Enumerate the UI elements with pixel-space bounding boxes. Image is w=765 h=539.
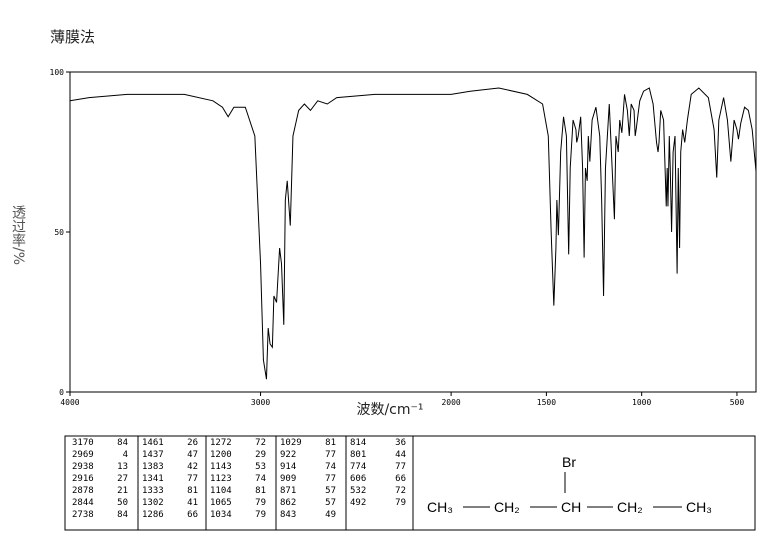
peak-wavenumber: 801 bbox=[350, 450, 366, 460]
peak-wavenumber: 1272 bbox=[210, 438, 232, 448]
peak-transmittance: 29 bbox=[255, 450, 266, 460]
x-tick-label: 1000 bbox=[632, 398, 651, 407]
peak-transmittance: 44 bbox=[395, 450, 406, 460]
peak-transmittance: 66 bbox=[187, 510, 198, 520]
peak-wavenumber: 2969 bbox=[72, 450, 94, 460]
peak-transmittance: 41 bbox=[187, 498, 198, 508]
peak-wavenumber: 1341 bbox=[142, 474, 164, 484]
peak-transmittance: 50 bbox=[117, 498, 128, 508]
peak-wavenumber: 492 bbox=[350, 498, 366, 508]
peak-wavenumber: 1383 bbox=[142, 462, 164, 472]
substituent: Br bbox=[562, 454, 576, 470]
table-frame bbox=[64, 435, 756, 531]
peak-transmittance: 57 bbox=[325, 486, 336, 496]
peak-wavenumber: 2916 bbox=[72, 474, 94, 484]
peak-transmittance: 66 bbox=[395, 474, 406, 484]
y-tick-label: 50 bbox=[54, 228, 64, 237]
x-tick-label: 500 bbox=[730, 398, 745, 407]
x-tick-label: 2000 bbox=[441, 398, 460, 407]
peak-wavenumber: 922 bbox=[280, 450, 296, 460]
peak-transmittance: 77 bbox=[325, 474, 336, 484]
x-tick-label: 4000 bbox=[60, 398, 79, 407]
peak-wavenumber: 1065 bbox=[210, 498, 232, 508]
peak-transmittance: 36 bbox=[395, 438, 406, 448]
group: CH₃ bbox=[686, 499, 712, 515]
peak-wavenumber: 814 bbox=[350, 438, 366, 448]
peak-wavenumber: 914 bbox=[280, 462, 296, 472]
peak-wavenumber: 909 bbox=[280, 474, 296, 484]
peak-wavenumber: 2844 bbox=[72, 498, 94, 508]
peak-wavenumber: 1034 bbox=[210, 510, 232, 520]
peak-transmittance: 77 bbox=[325, 450, 336, 460]
peak-transmittance: 74 bbox=[325, 462, 336, 472]
peak-transmittance: 81 bbox=[255, 486, 266, 496]
peak-transmittance: 47 bbox=[187, 450, 198, 460]
group: CH bbox=[561, 499, 581, 515]
peak-wavenumber: 1143 bbox=[210, 462, 232, 472]
peak-transmittance: 84 bbox=[117, 510, 128, 520]
y-axis-label: 透过率/% bbox=[10, 205, 26, 265]
peak-transmittance: 26 bbox=[187, 438, 198, 448]
group: CH₂ bbox=[617, 499, 643, 515]
peak-wavenumber: 1104 bbox=[210, 486, 232, 496]
peak-transmittance: 81 bbox=[187, 486, 198, 496]
peak-wavenumber: 774 bbox=[350, 462, 366, 472]
spectrum-line bbox=[69, 87, 757, 380]
peak-transmittance: 79 bbox=[255, 510, 266, 520]
peak-transmittance: 13 bbox=[117, 462, 128, 472]
peak-wavenumber: 3170 bbox=[72, 438, 94, 448]
peak-transmittance: 49 bbox=[325, 510, 336, 520]
peak-wavenumber: 2878 bbox=[72, 486, 94, 496]
plot-frame bbox=[69, 71, 757, 393]
peak-wavenumber: 862 bbox=[280, 498, 296, 508]
peak-transmittance: 53 bbox=[255, 462, 266, 472]
peak-transmittance: 77 bbox=[395, 462, 406, 472]
peak-wavenumber: 2738 bbox=[72, 510, 94, 520]
peak-wavenumber: 1029 bbox=[280, 438, 302, 448]
peak-transmittance: 27 bbox=[117, 474, 128, 484]
chart-title: 薄膜法 bbox=[50, 28, 95, 46]
y-tick-label: 0 bbox=[59, 388, 64, 397]
group: CH₃ bbox=[427, 499, 453, 515]
peak-wavenumber: 1302 bbox=[142, 498, 164, 508]
peak-transmittance: 72 bbox=[255, 438, 266, 448]
peak-wavenumber: 1286 bbox=[142, 510, 164, 520]
peak-transmittance: 42 bbox=[187, 462, 198, 472]
peak-transmittance: 21 bbox=[117, 486, 128, 496]
x-tick-label: 1500 bbox=[537, 398, 556, 407]
x-axis-label: 波数/cm⁻¹ bbox=[356, 402, 423, 418]
peak-transmittance: 4 bbox=[123, 450, 128, 460]
peak-wavenumber: 871 bbox=[280, 486, 296, 496]
peak-wavenumber: 2938 bbox=[72, 462, 94, 472]
peak-wavenumber: 1333 bbox=[142, 486, 164, 496]
peak-wavenumber: 843 bbox=[280, 510, 296, 520]
peak-wavenumber: 1437 bbox=[142, 450, 164, 460]
peak-wavenumber: 606 bbox=[350, 474, 366, 484]
x-tick-label: 3000 bbox=[251, 398, 270, 407]
peak-transmittance: 57 bbox=[325, 498, 336, 508]
peak-transmittance: 77 bbox=[187, 474, 198, 484]
peak-wavenumber: 1200 bbox=[210, 450, 232, 460]
peak-transmittance: 79 bbox=[395, 498, 406, 508]
group: CH₂ bbox=[494, 499, 520, 515]
peak-transmittance: 84 bbox=[117, 438, 128, 448]
peak-wavenumber: 1123 bbox=[210, 474, 232, 484]
peak-wavenumber: 1461 bbox=[142, 438, 164, 448]
peak-transmittance: 81 bbox=[325, 438, 336, 448]
y-tick-label: 100 bbox=[50, 68, 65, 77]
peak-transmittance: 72 bbox=[395, 486, 406, 496]
peak-wavenumber: 532 bbox=[350, 486, 366, 496]
peak-transmittance: 74 bbox=[255, 474, 266, 484]
peak-transmittance: 79 bbox=[255, 498, 266, 508]
